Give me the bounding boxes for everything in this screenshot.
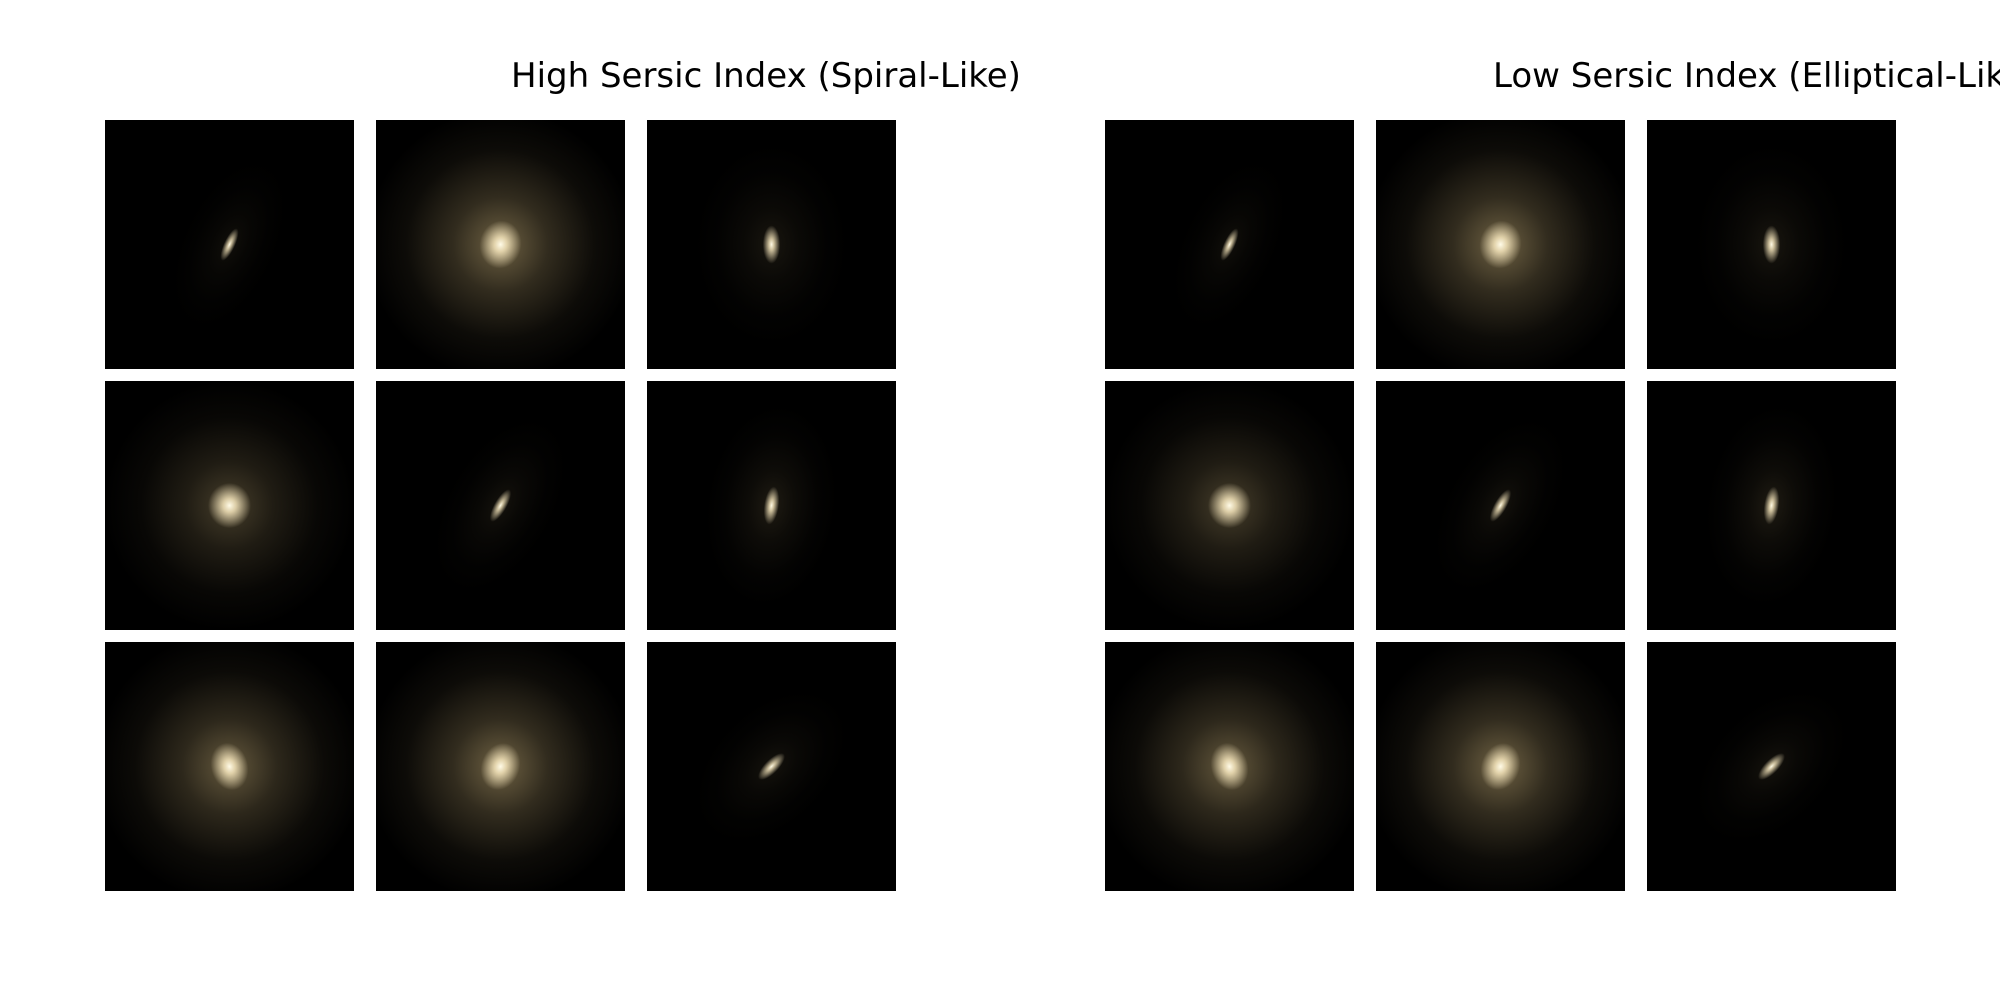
- galaxy-core: [480, 743, 521, 790]
- galaxy-image-tile: [376, 381, 625, 630]
- galaxy-image: [1105, 120, 1354, 369]
- galaxy-core: [1758, 753, 1785, 780]
- galaxy-image: [1647, 642, 1896, 891]
- galaxy-core: [762, 225, 781, 264]
- galaxy-core: [1220, 228, 1239, 261]
- galaxy-image-tile: [647, 381, 896, 630]
- galaxy-core: [1207, 482, 1252, 529]
- galaxy-image-tile: [1647, 120, 1896, 369]
- galaxy-core: [758, 753, 785, 780]
- galaxy-core: [1763, 486, 1780, 525]
- galaxy-image: [105, 120, 354, 369]
- galaxy-image: [1376, 120, 1625, 369]
- galaxy-core: [210, 742, 249, 791]
- galaxy-core: [479, 220, 522, 269]
- galaxy-image-tile: [1376, 381, 1625, 630]
- galaxy-image: [1105, 642, 1354, 891]
- galaxy-image: [1376, 381, 1625, 630]
- galaxy-image-tile: [1647, 642, 1896, 891]
- galaxy-image: [376, 120, 625, 369]
- galaxy-image-tile: [1105, 120, 1354, 369]
- galaxy-image: [376, 381, 625, 630]
- galaxy-image-tile: [1376, 642, 1625, 891]
- galaxy-image: [105, 381, 354, 630]
- galaxy-core: [1480, 743, 1521, 790]
- galaxy-image-tile: [376, 642, 625, 891]
- galaxy-core: [763, 486, 780, 525]
- galaxy-image-tile: [1105, 642, 1354, 891]
- galaxy-core: [220, 228, 239, 261]
- galaxy-grid-low-sersic: [1105, 120, 1896, 891]
- panel-title-low-sersic: Low Sersic Index (Elliptical-Like): [1493, 56, 2000, 96]
- galaxy-image: [647, 642, 896, 891]
- galaxy-image-tile: [105, 642, 354, 891]
- galaxy-image: [105, 642, 354, 891]
- galaxy-core: [1479, 220, 1522, 269]
- galaxy-core: [207, 482, 252, 529]
- galaxy-image: [1647, 120, 1896, 369]
- galaxy-image: [1376, 642, 1625, 891]
- galaxy-image: [647, 381, 896, 630]
- galaxy-image-tile: [647, 642, 896, 891]
- galaxy-core: [1489, 489, 1512, 522]
- galaxy-image-tile: [1105, 381, 1354, 630]
- galaxy-image: [376, 642, 625, 891]
- galaxy-image-tile: [1647, 381, 1896, 630]
- galaxy-image: [1647, 381, 1896, 630]
- galaxy-grid-high-sersic: [105, 120, 896, 891]
- galaxy-image-tile: [105, 120, 354, 369]
- galaxy-image: [647, 120, 896, 369]
- galaxy-core: [1210, 742, 1249, 791]
- panel-title-high-sersic: High Sersic Index (Spiral-Like): [511, 56, 1021, 96]
- galaxy-core: [1762, 225, 1781, 264]
- galaxy-image-tile: [105, 381, 354, 630]
- galaxy-image-tile: [647, 120, 896, 369]
- galaxy-core: [489, 489, 512, 522]
- galaxy-image-tile: [1376, 120, 1625, 369]
- galaxy-image-tile: [376, 120, 625, 369]
- galaxy-image: [1105, 381, 1354, 630]
